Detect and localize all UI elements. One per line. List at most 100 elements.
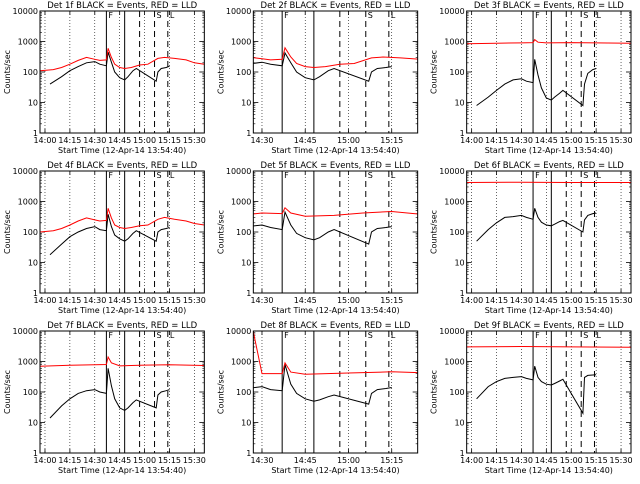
series-line-events [184,53,392,84]
y-tick-label: 1000 [231,358,251,367]
y-tick-label: 10000 [439,327,464,336]
panel-2: Det 2f BLACK = Events, RED = LLD11010010… [167,1,453,155]
x-tick-label: 14:45 [108,456,131,465]
x-tick-label: 15:15 [158,456,181,465]
x-tick-label: 14:15 [58,456,81,465]
series-line-events [184,212,392,255]
y-tick-label: 1000 [18,198,38,207]
y-tick-label: 100 [23,228,38,237]
marker-label: S [583,331,588,340]
x-tick-label: 15:15 [158,136,181,145]
x-tick-label: 14:00 [460,296,483,305]
marker-label: S [583,171,588,180]
panel-title: Det 2f BLACK = Events, RED = LLD [261,1,411,11]
x-tick-label: 15:30 [183,296,206,305]
marker-label: F [535,171,540,180]
x-axis-label: Start Time (12-Apr-14 13:54:40) [485,306,613,315]
marker-label: S [368,331,373,340]
series-line-lld [467,347,631,348]
plot-frame [467,331,631,453]
y-axis-label: Counts/sec [3,370,12,414]
marker-label: L [170,331,175,340]
x-tick-label: 14:45 [108,136,131,145]
x-axis-label: Start Time (12-Apr-14 13:54:40) [271,466,399,475]
x-tick-label: 15:30 [610,136,633,145]
x-tick-label: 14:30 [83,136,106,145]
marker-label: F [284,11,289,20]
x-tick-label: 15:00 [337,296,360,305]
panel-5: Det 5f BLACK = Events, RED = LLD11010010… [167,161,453,315]
y-tick-label: 1000 [231,198,251,207]
x-tick-label: 15:00 [133,136,156,145]
marker-label: S [157,11,162,20]
y-axis-label: Counts/sec [3,50,12,94]
x-tick-label: 14:45 [294,136,317,145]
y-tick-label: 100 [236,68,251,77]
marker-label: F [535,11,540,20]
y-tick-label: 100 [449,68,464,77]
series-line-lld [40,208,204,232]
x-tick-label: 14:30 [510,136,533,145]
x-tick-label: 14:00 [460,456,483,465]
marker-label: L [596,171,601,180]
y-tick-label: 100 [236,228,251,237]
y-tick-label: 10 [28,419,38,428]
plot-frame [253,171,417,293]
y-axis-label: Counts/sec [216,210,225,254]
marker-label: S [368,171,373,180]
panel-3: Det 3f BLACK = Events, RED = LLD11010010… [430,1,633,155]
marker-label: F [108,331,113,340]
x-tick-label: 15:00 [133,456,156,465]
x-tick-label: 15:30 [610,456,633,465]
x-tick-label: 14:45 [294,456,317,465]
panel-6: Det 6f BLACK = Events, RED = LLD11010010… [430,161,633,315]
series-line-events [477,59,596,105]
x-tick-label: 14:45 [535,456,558,465]
series-line-events [477,366,596,413]
x-tick-label: 14:30 [510,296,533,305]
y-tick-label: 10000 [226,327,251,336]
y-axis-label: Counts/sec [3,210,12,254]
y-tick-label: 1000 [18,38,38,47]
marker-label: L [391,331,396,340]
series-line-lld [167,332,453,376]
x-tick-label: 14:30 [83,456,106,465]
x-tick-label: 14:15 [485,296,508,305]
marker-label: S [157,331,162,340]
marker-label: L [391,11,396,20]
y-tick-label: 10000 [13,167,38,176]
y-tick-label: 100 [449,388,464,397]
x-tick-label: 14:30 [250,456,273,465]
y-tick-label: 10000 [226,167,251,176]
y-axis-label: Counts/sec [430,210,439,254]
y-tick-label: 10 [28,99,38,108]
x-tick-label: 14:15 [58,136,81,145]
x-tick-label: 14:45 [535,296,558,305]
y-tick-label: 10 [454,99,464,108]
x-tick-label: 14:30 [250,136,273,145]
marker-label: S [368,11,373,20]
x-tick-label: 14:15 [485,456,508,465]
plot-frame [40,11,204,133]
panel-title: Det 5f BLACK = Events, RED = LLD [261,161,411,171]
marker-label: S [583,11,588,20]
x-axis-label: Start Time (12-Apr-14 13:54:40) [58,146,186,155]
marker-label: L [170,11,175,20]
x-tick-label: 14:00 [33,456,56,465]
y-tick-label: 10000 [439,7,464,16]
x-axis-label: Start Time (12-Apr-14 13:54:40) [271,146,399,155]
series-line-events [184,365,392,408]
y-tick-label: 10 [454,419,464,428]
x-axis-label: Start Time (12-Apr-14 13:54:40) [485,466,613,475]
x-tick-label: 15:00 [560,296,583,305]
y-axis-label: Counts/sec [430,50,439,94]
plot-frame [467,11,631,133]
y-tick-label: 10000 [226,7,251,16]
marker-label: F [108,11,113,20]
panel-4: Det 4f BLACK = Events, RED = LLD11010010… [3,161,206,315]
y-tick-label: 1000 [444,198,464,207]
